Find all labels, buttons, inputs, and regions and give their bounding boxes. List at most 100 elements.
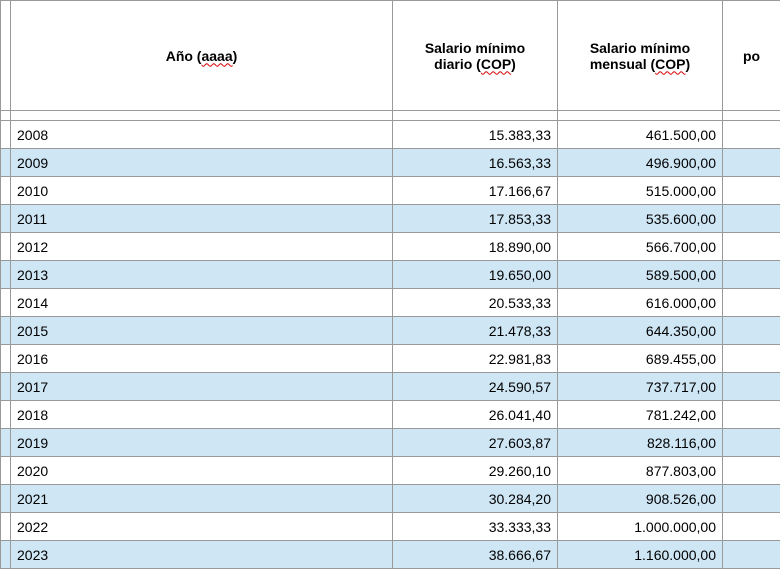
table-row[interactable]: 201622.981,83689.455,00: [1, 345, 780, 373]
cell-daily[interactable]: 21.478,33: [393, 317, 558, 345]
cell-daily[interactable]: 22.981,83: [393, 345, 558, 373]
header-monthly-line1: Salario mínimo: [590, 40, 690, 56]
table-row[interactable]: 201319.650,00589.500,00: [1, 261, 780, 289]
cell-daily[interactable]: 38.666,67: [393, 541, 558, 569]
cell-extra[interactable]: [723, 345, 780, 373]
header-year[interactable]: Año (aaaa): [11, 1, 393, 111]
table-row[interactable]: 201420.533,33616.000,00: [1, 289, 780, 317]
cell-monthly[interactable]: 566.700,00: [558, 233, 723, 261]
cell-extra[interactable]: [723, 289, 780, 317]
cell-extra[interactable]: [723, 401, 780, 429]
cell-monthly[interactable]: 689.455,00: [558, 345, 723, 373]
cell-extra[interactable]: [723, 485, 780, 513]
cell-monthly[interactable]: 781.242,00: [558, 401, 723, 429]
cell-edge-left: [1, 513, 11, 541]
cell-year[interactable]: 2023: [11, 541, 393, 569]
table-row[interactable]: 201826.041,40781.242,00: [1, 401, 780, 429]
table-row[interactable]: 201017.166,67515.000,00: [1, 177, 780, 205]
table-row[interactable]: 201521.478,33644.350,00: [1, 317, 780, 345]
cell-extra[interactable]: [723, 205, 780, 233]
cell-extra[interactable]: [723, 317, 780, 345]
cell-year[interactable]: 2018: [11, 401, 393, 429]
cell-daily[interactable]: 24.590,57: [393, 373, 558, 401]
cell-year[interactable]: 2021: [11, 485, 393, 513]
cell-daily[interactable]: 27.603,87: [393, 429, 558, 457]
cell-daily[interactable]: 26.041,40: [393, 401, 558, 429]
cell-year[interactable]: 2020: [11, 457, 393, 485]
cell-year[interactable]: 2009: [11, 149, 393, 177]
cell-year[interactable]: 2013: [11, 261, 393, 289]
table-row[interactable]: 202130.284,20908.526,00: [1, 485, 780, 513]
table-body: 200815.383,33461.500,00200916.563,33496.…: [1, 121, 780, 569]
header-edge-left: [1, 1, 11, 111]
cell-year[interactable]: 2015: [11, 317, 393, 345]
table-header: Año (aaaa) Salario mínimo diario (COP) S…: [1, 1, 780, 121]
cell-monthly[interactable]: 1.160.000,00: [558, 541, 723, 569]
header-extra[interactable]: po: [723, 1, 780, 111]
header-monthly-line2: mensual (: [590, 56, 655, 72]
cell-monthly[interactable]: 461.500,00: [558, 121, 723, 149]
cell-daily[interactable]: 30.284,20: [393, 485, 558, 513]
table-row[interactable]: 201117.853,33535.600,00: [1, 205, 780, 233]
cell-monthly[interactable]: 828.116,00: [558, 429, 723, 457]
cell-monthly[interactable]: 737.717,00: [558, 373, 723, 401]
cell-extra[interactable]: [723, 233, 780, 261]
header-year-post: ): [233, 48, 238, 64]
cell-daily[interactable]: 17.853,33: [393, 205, 558, 233]
cell-monthly[interactable]: 877.803,00: [558, 457, 723, 485]
cell-extra[interactable]: [723, 457, 780, 485]
header-monthly[interactable]: Salario mínimo mensual (COP): [558, 1, 723, 111]
cell-daily[interactable]: 17.166,67: [393, 177, 558, 205]
cell-extra[interactable]: [723, 373, 780, 401]
cell-monthly[interactable]: 616.000,00: [558, 289, 723, 317]
cell-year[interactable]: 2017: [11, 373, 393, 401]
cell-extra[interactable]: [723, 513, 780, 541]
table-row[interactable]: 200815.383,33461.500,00: [1, 121, 780, 149]
header-year-pre: Año (: [166, 48, 202, 64]
cell-daily[interactable]: 33.333,33: [393, 513, 558, 541]
table-row[interactable]: 202233.333,331.000.000,00: [1, 513, 780, 541]
cell-year[interactable]: 2019: [11, 429, 393, 457]
cell-year[interactable]: 2012: [11, 233, 393, 261]
table-row[interactable]: 200916.563,33496.900,00: [1, 149, 780, 177]
cell-daily[interactable]: 18.890,00: [393, 233, 558, 261]
cell-monthly[interactable]: 644.350,00: [558, 317, 723, 345]
cell-daily[interactable]: 19.650,00: [393, 261, 558, 289]
cell-edge-left: [1, 345, 11, 373]
table-row[interactable]: 201927.603,87828.116,00: [1, 429, 780, 457]
cell-daily[interactable]: 29.260,10: [393, 457, 558, 485]
cell-edge-left: [1, 289, 11, 317]
cell-daily[interactable]: 16.563,33: [393, 149, 558, 177]
cell-edge-left: [1, 317, 11, 345]
cell-extra[interactable]: [723, 541, 780, 569]
table-row[interactable]: 201724.590,57737.717,00: [1, 373, 780, 401]
header-daily-line1: Salario mínimo: [425, 40, 525, 56]
cell-year[interactable]: 2008: [11, 121, 393, 149]
cell-monthly[interactable]: 908.526,00: [558, 485, 723, 513]
header-monthly-post: ): [686, 56, 691, 72]
cell-monthly[interactable]: 535.600,00: [558, 205, 723, 233]
cell-extra[interactable]: [723, 429, 780, 457]
table-row[interactable]: 202338.666,671.160.000,00: [1, 541, 780, 569]
cell-monthly[interactable]: 515.000,00: [558, 177, 723, 205]
cell-edge-left: [1, 373, 11, 401]
cell-year[interactable]: 2016: [11, 345, 393, 373]
header-daily[interactable]: Salario mínimo diario (COP): [393, 1, 558, 111]
cell-daily[interactable]: 20.533,33: [393, 289, 558, 317]
cell-monthly[interactable]: 1.000.000,00: [558, 513, 723, 541]
cell-extra[interactable]: [723, 121, 780, 149]
cell-monthly[interactable]: 589.500,00: [558, 261, 723, 289]
cell-year[interactable]: 2010: [11, 177, 393, 205]
cell-year[interactable]: 2022: [11, 513, 393, 541]
cell-edge-left: [1, 457, 11, 485]
table-row[interactable]: 202029.260,10877.803,00: [1, 457, 780, 485]
cell-year[interactable]: 2011: [11, 205, 393, 233]
table-row[interactable]: 201218.890,00566.700,00: [1, 233, 780, 261]
cell-extra[interactable]: [723, 149, 780, 177]
cell-daily[interactable]: 15.383,33: [393, 121, 558, 149]
cell-extra[interactable]: [723, 177, 780, 205]
cell-monthly[interactable]: 496.900,00: [558, 149, 723, 177]
cell-edge-left: [1, 205, 11, 233]
cell-year[interactable]: 2014: [11, 289, 393, 317]
cell-extra[interactable]: [723, 261, 780, 289]
